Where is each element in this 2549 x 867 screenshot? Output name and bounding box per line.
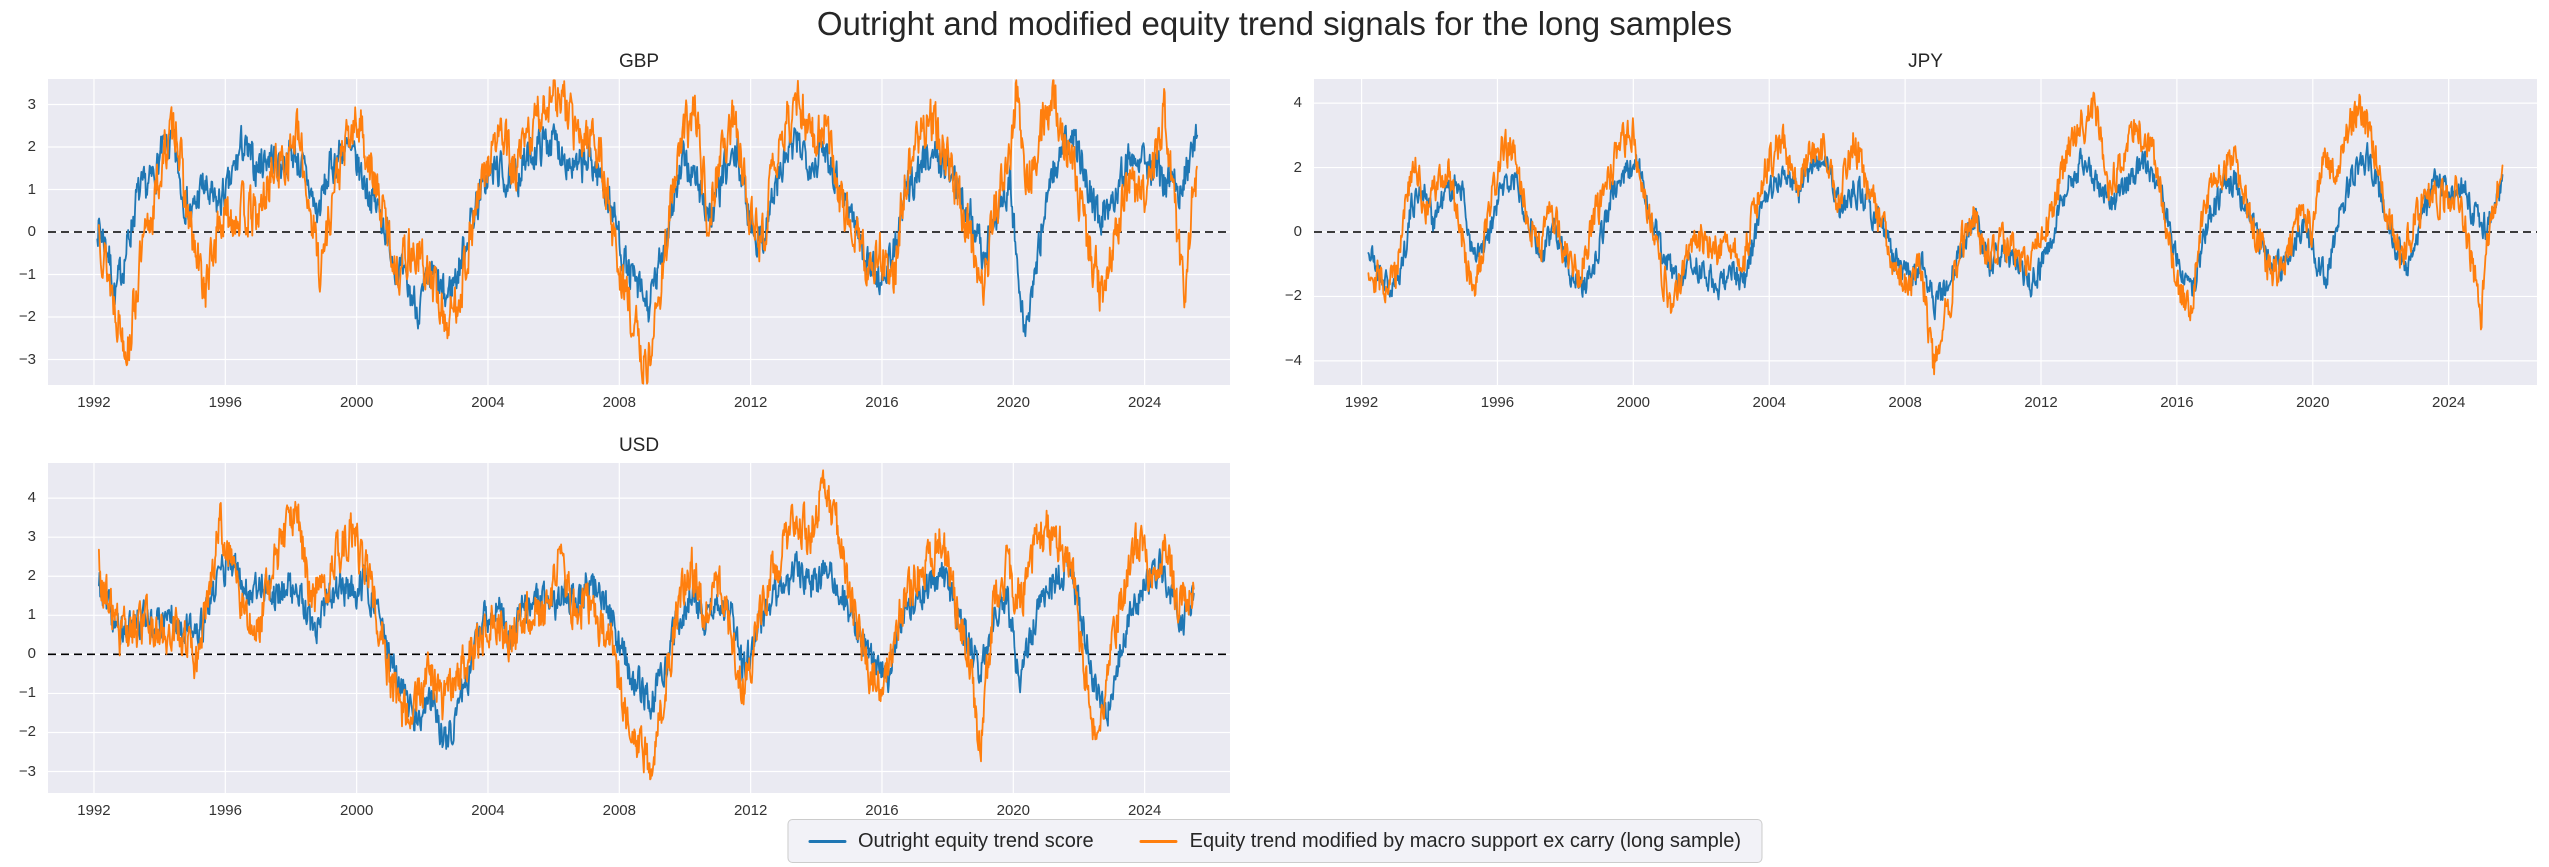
legend-label-modified: Equity trend modified by macro support e… xyxy=(1189,829,1742,852)
series-line-outright-gbp xyxy=(96,121,1199,338)
y-tick-label: 3 xyxy=(27,528,36,546)
x-tick-label: 2024 xyxy=(2431,394,2466,411)
panel-title-gbp: GBP xyxy=(618,51,660,72)
y-tick-label: −2 xyxy=(18,308,36,325)
y-tick-label: −1 xyxy=(18,684,36,702)
x-tick-label: 2012 xyxy=(733,802,768,819)
y-tick-label: 0 xyxy=(1293,223,1302,240)
y-tick-label: −4 xyxy=(1284,351,1302,369)
y-tick-label: 0 xyxy=(27,645,36,663)
x-tick-label: 2012 xyxy=(733,394,768,411)
series-line-modified-usd xyxy=(98,469,1195,781)
x-tick-label: 2012 xyxy=(2024,394,2058,411)
x-tick-label: 2008 xyxy=(602,394,636,411)
x-tick-label: 1992 xyxy=(1344,394,1379,411)
legend-label-outright: Outright equity trend score xyxy=(857,829,1094,852)
series-line-modified-jpy xyxy=(1367,91,2504,376)
x-tick-label: 2016 xyxy=(865,394,899,411)
plot-area-jpy xyxy=(1314,79,2537,385)
x-tick-label: 2020 xyxy=(996,802,1030,819)
x-tick-label: 2024 xyxy=(1127,394,1162,411)
x-tick-label: 2000 xyxy=(1616,394,1651,411)
x-tick-label: 2020 xyxy=(996,394,1030,411)
x-tick-label: 2000 xyxy=(339,802,374,819)
y-tick-label: −1 xyxy=(18,265,36,283)
y-tick-label: 1 xyxy=(27,606,36,624)
y-tick-label: −2 xyxy=(18,723,36,741)
figure-title: Outright and modified equity trend signa… xyxy=(816,5,1733,42)
y-tick-label: 0 xyxy=(27,223,36,240)
plot-area-gbp xyxy=(48,79,1230,385)
legend-swatch-modified-line xyxy=(1139,839,1178,843)
x-tick-label: 2008 xyxy=(1888,394,1922,411)
y-tick-label: 4 xyxy=(27,489,36,507)
y-tick-label: 2 xyxy=(27,138,36,155)
y-tick-label: −3 xyxy=(18,350,36,368)
x-tick-label: 2020 xyxy=(2296,394,2330,411)
x-tick-label: 1996 xyxy=(208,802,242,819)
x-tick-label: 1992 xyxy=(77,802,111,819)
series-line-modified-gbp xyxy=(98,79,1198,385)
x-tick-label: 2004 xyxy=(471,394,505,411)
panel-title-jpy: JPY xyxy=(1908,51,1943,72)
x-tick-label: 2016 xyxy=(865,802,899,819)
x-tick-label: 2024 xyxy=(1127,802,1162,819)
legend-item-outright: Outright equity trend score xyxy=(807,829,1094,853)
x-tick-label: 1996 xyxy=(208,394,242,411)
x-tick-label: 2004 xyxy=(471,802,505,819)
x-tick-label: 2004 xyxy=(1752,394,1786,411)
legend-swatch-outright-line xyxy=(807,839,846,843)
y-tick-label: 2 xyxy=(27,567,36,585)
y-tick-label: −3 xyxy=(18,762,36,780)
x-tick-label: 2008 xyxy=(602,802,636,819)
x-tick-label: 1992 xyxy=(77,394,111,411)
plot-area-usd xyxy=(48,463,1230,793)
y-tick-label: 1 xyxy=(27,180,36,198)
y-tick-label: −2 xyxy=(1284,287,1302,305)
legend-item-modified: Equity trend modified by macro support e… xyxy=(1139,829,1742,853)
series-line-outright-usd xyxy=(98,545,1195,750)
x-tick-label: 2016 xyxy=(2160,394,2194,411)
series-line-outright-jpy xyxy=(1367,142,2504,321)
legend: Outright equity trend score Equity trend… xyxy=(786,819,1763,863)
x-tick-label: 2000 xyxy=(339,394,374,411)
panel-title-usd: USD xyxy=(618,435,660,456)
y-tick-label: 2 xyxy=(1293,158,1302,176)
y-tick-label: 4 xyxy=(1293,94,1302,112)
y-tick-label: 3 xyxy=(27,95,36,113)
x-tick-label: 1996 xyxy=(1480,394,1515,411)
